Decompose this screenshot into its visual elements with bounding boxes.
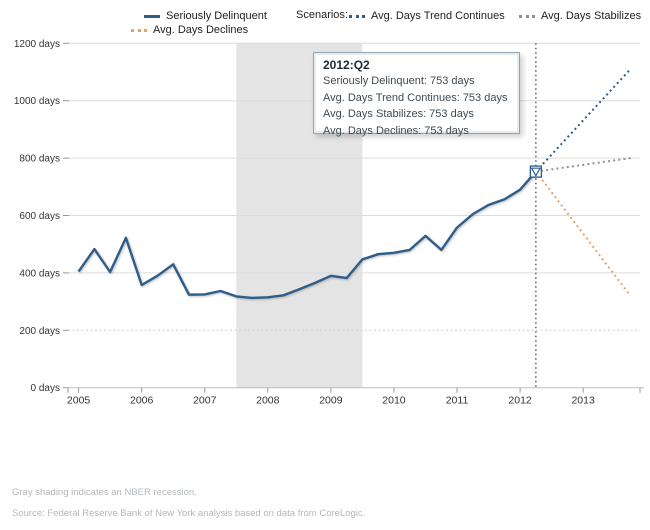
legend-item-trend-continues: Avg. Days Trend Continues: [349, 9, 505, 23]
note-source: Source: Federal Reserve Bank of New York…: [12, 508, 366, 519]
avg-days-stabilizes-line[interactable]: [535, 157, 631, 173]
y-axis-label: 1200 days: [14, 39, 60, 50]
triangle-down-marker-icon[interactable]: [530, 167, 542, 178]
seriously-delinquent-line[interactable]: [77, 170, 537, 300]
x-axis-label: 2008: [256, 395, 280, 407]
note-recession: Gray shading indicates an NBER recession…: [12, 487, 197, 498]
x-axis-label: 2013: [571, 395, 595, 407]
y-axis-label: 600 days: [19, 211, 60, 222]
legend-label: Avg. Days Trend Continues: [371, 10, 505, 22]
x-axis-label: 2012: [508, 395, 532, 407]
legend-item-stabilizes: Avg. Days Stabilizes: [519, 9, 641, 23]
tooltip-line-stabilizes: Avg. Days Stabilizes: 753 days: [323, 108, 474, 120]
y-axis-label: 200 days: [19, 326, 60, 337]
avg-days-trend-continues-line[interactable]: [535, 68, 632, 173]
tooltip-title: 2012:Q2: [323, 58, 370, 72]
avg-days-declines-line[interactable]: [535, 170, 632, 297]
x-axis-label: 2011: [446, 395, 469, 407]
y-axis-label: 0 days: [31, 383, 60, 394]
y-axis-label: 800 days: [19, 154, 60, 165]
legend-item-declines: Avg. Days Declines: [131, 23, 248, 37]
tooltip-line-trend-continues: Avg. Days Trend Continues: 753 days: [323, 91, 508, 104]
x-axis-label: 2006: [130, 395, 154, 407]
x-axis-label: 2010: [382, 395, 406, 407]
stabilizes-swatch-icon: [519, 14, 535, 18]
x-axis-label: 2007: [193, 395, 217, 407]
trend-continues-swatch-icon: [349, 14, 365, 18]
x-axis-label: 2009: [319, 395, 343, 407]
legend-label: Seriously Delinquent: [166, 10, 267, 22]
declines-swatch-icon: [131, 28, 147, 32]
legend-item-seriously-delinquent: Seriously Delinquent: [144, 9, 267, 23]
y-axis-label: 400 days: [19, 268, 60, 279]
legend-label: Avg. Days Declines: [153, 24, 249, 36]
x-axis-label: 2005: [67, 395, 91, 407]
legend-label: Avg. Days Stabilizes: [541, 10, 642, 22]
tooltip-line-seriously-delinquent: Seriously Delinquent: 753 days: [323, 75, 475, 87]
seriously-delinquent-swatch-icon: [144, 14, 160, 18]
scenarios-label: Scenarios:: [296, 9, 348, 21]
hover-tooltip: 2012:Q2 Seriously Delinquent: 753 days A…: [313, 52, 520, 137]
y-axis-label: 1000 days: [14, 96, 60, 107]
tooltip-line-declines: Avg. Days Declines: 753 days: [323, 124, 469, 137]
